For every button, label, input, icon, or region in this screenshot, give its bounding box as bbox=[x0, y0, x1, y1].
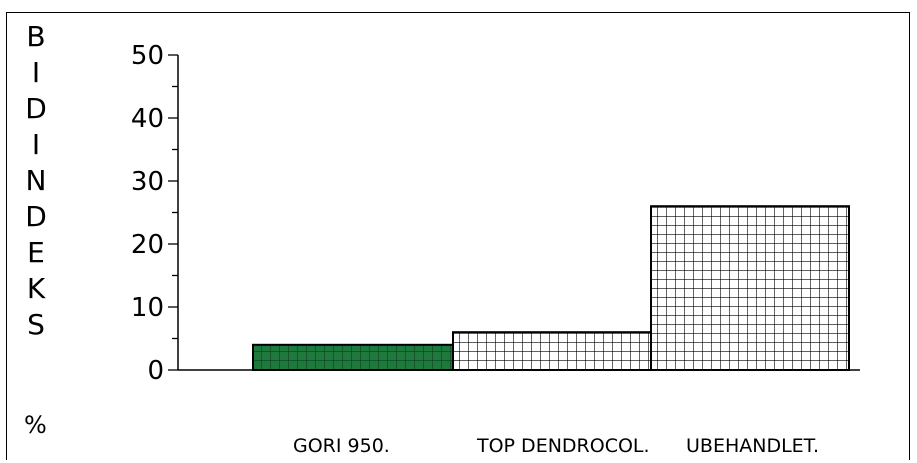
y-axis-label-letter: I bbox=[31, 56, 41, 89]
y-axis-label-letter: S bbox=[27, 308, 45, 341]
bar bbox=[650, 205, 850, 371]
x-category-label: UBEHANDLET. bbox=[686, 435, 819, 457]
y-tick-label: 50 bbox=[131, 41, 164, 71]
y-tick-label: 20 bbox=[131, 230, 164, 260]
y-axis-label-letter: E bbox=[27, 236, 45, 269]
y-axis-label-letter: D bbox=[25, 92, 47, 125]
y-tick-label: 10 bbox=[131, 293, 164, 323]
y-axis-label-letter: B bbox=[26, 20, 46, 53]
unit-label: % bbox=[24, 411, 47, 439]
bars bbox=[252, 205, 850, 372]
x-category-label: GORI 950. bbox=[293, 435, 390, 457]
y-axis-label-letter: D bbox=[25, 200, 47, 233]
bar bbox=[252, 343, 454, 371]
y-axis-label-letter: K bbox=[26, 272, 46, 305]
x-categories: GORI 950. TOP DENDROCOL. UBEHANDLET. bbox=[293, 435, 819, 457]
y-tick-label: 0 bbox=[147, 356, 164, 386]
x-category-label: TOP DENDROCOL. bbox=[476, 435, 650, 457]
y-axis-label-letter: I bbox=[31, 128, 41, 161]
bar bbox=[452, 331, 652, 372]
y-tick-label: 40 bbox=[131, 104, 164, 134]
y-tick-label: 30 bbox=[131, 167, 164, 197]
y-ticks: 0 10 20 30 40 50 bbox=[131, 41, 178, 386]
chart-frame bbox=[6, 12, 910, 460]
y-axis-label-letter: N bbox=[25, 164, 47, 197]
